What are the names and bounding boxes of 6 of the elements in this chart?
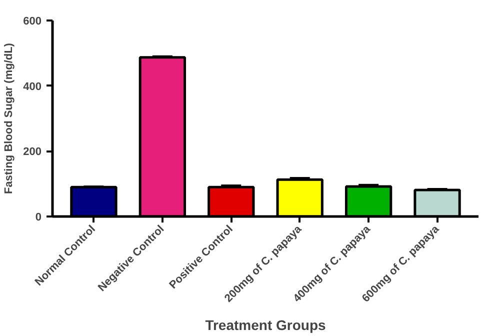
x-axis-title: Treatment Groups xyxy=(205,317,326,334)
y-tick-label: 0 xyxy=(35,212,42,224)
y-tick-label: 400 xyxy=(23,80,42,93)
y-tick-label: 200 xyxy=(23,146,42,158)
y-axis-title: Fasting Blood Sugar (mg/dL) xyxy=(3,42,16,194)
y-tick-label: 600 xyxy=(23,16,42,28)
